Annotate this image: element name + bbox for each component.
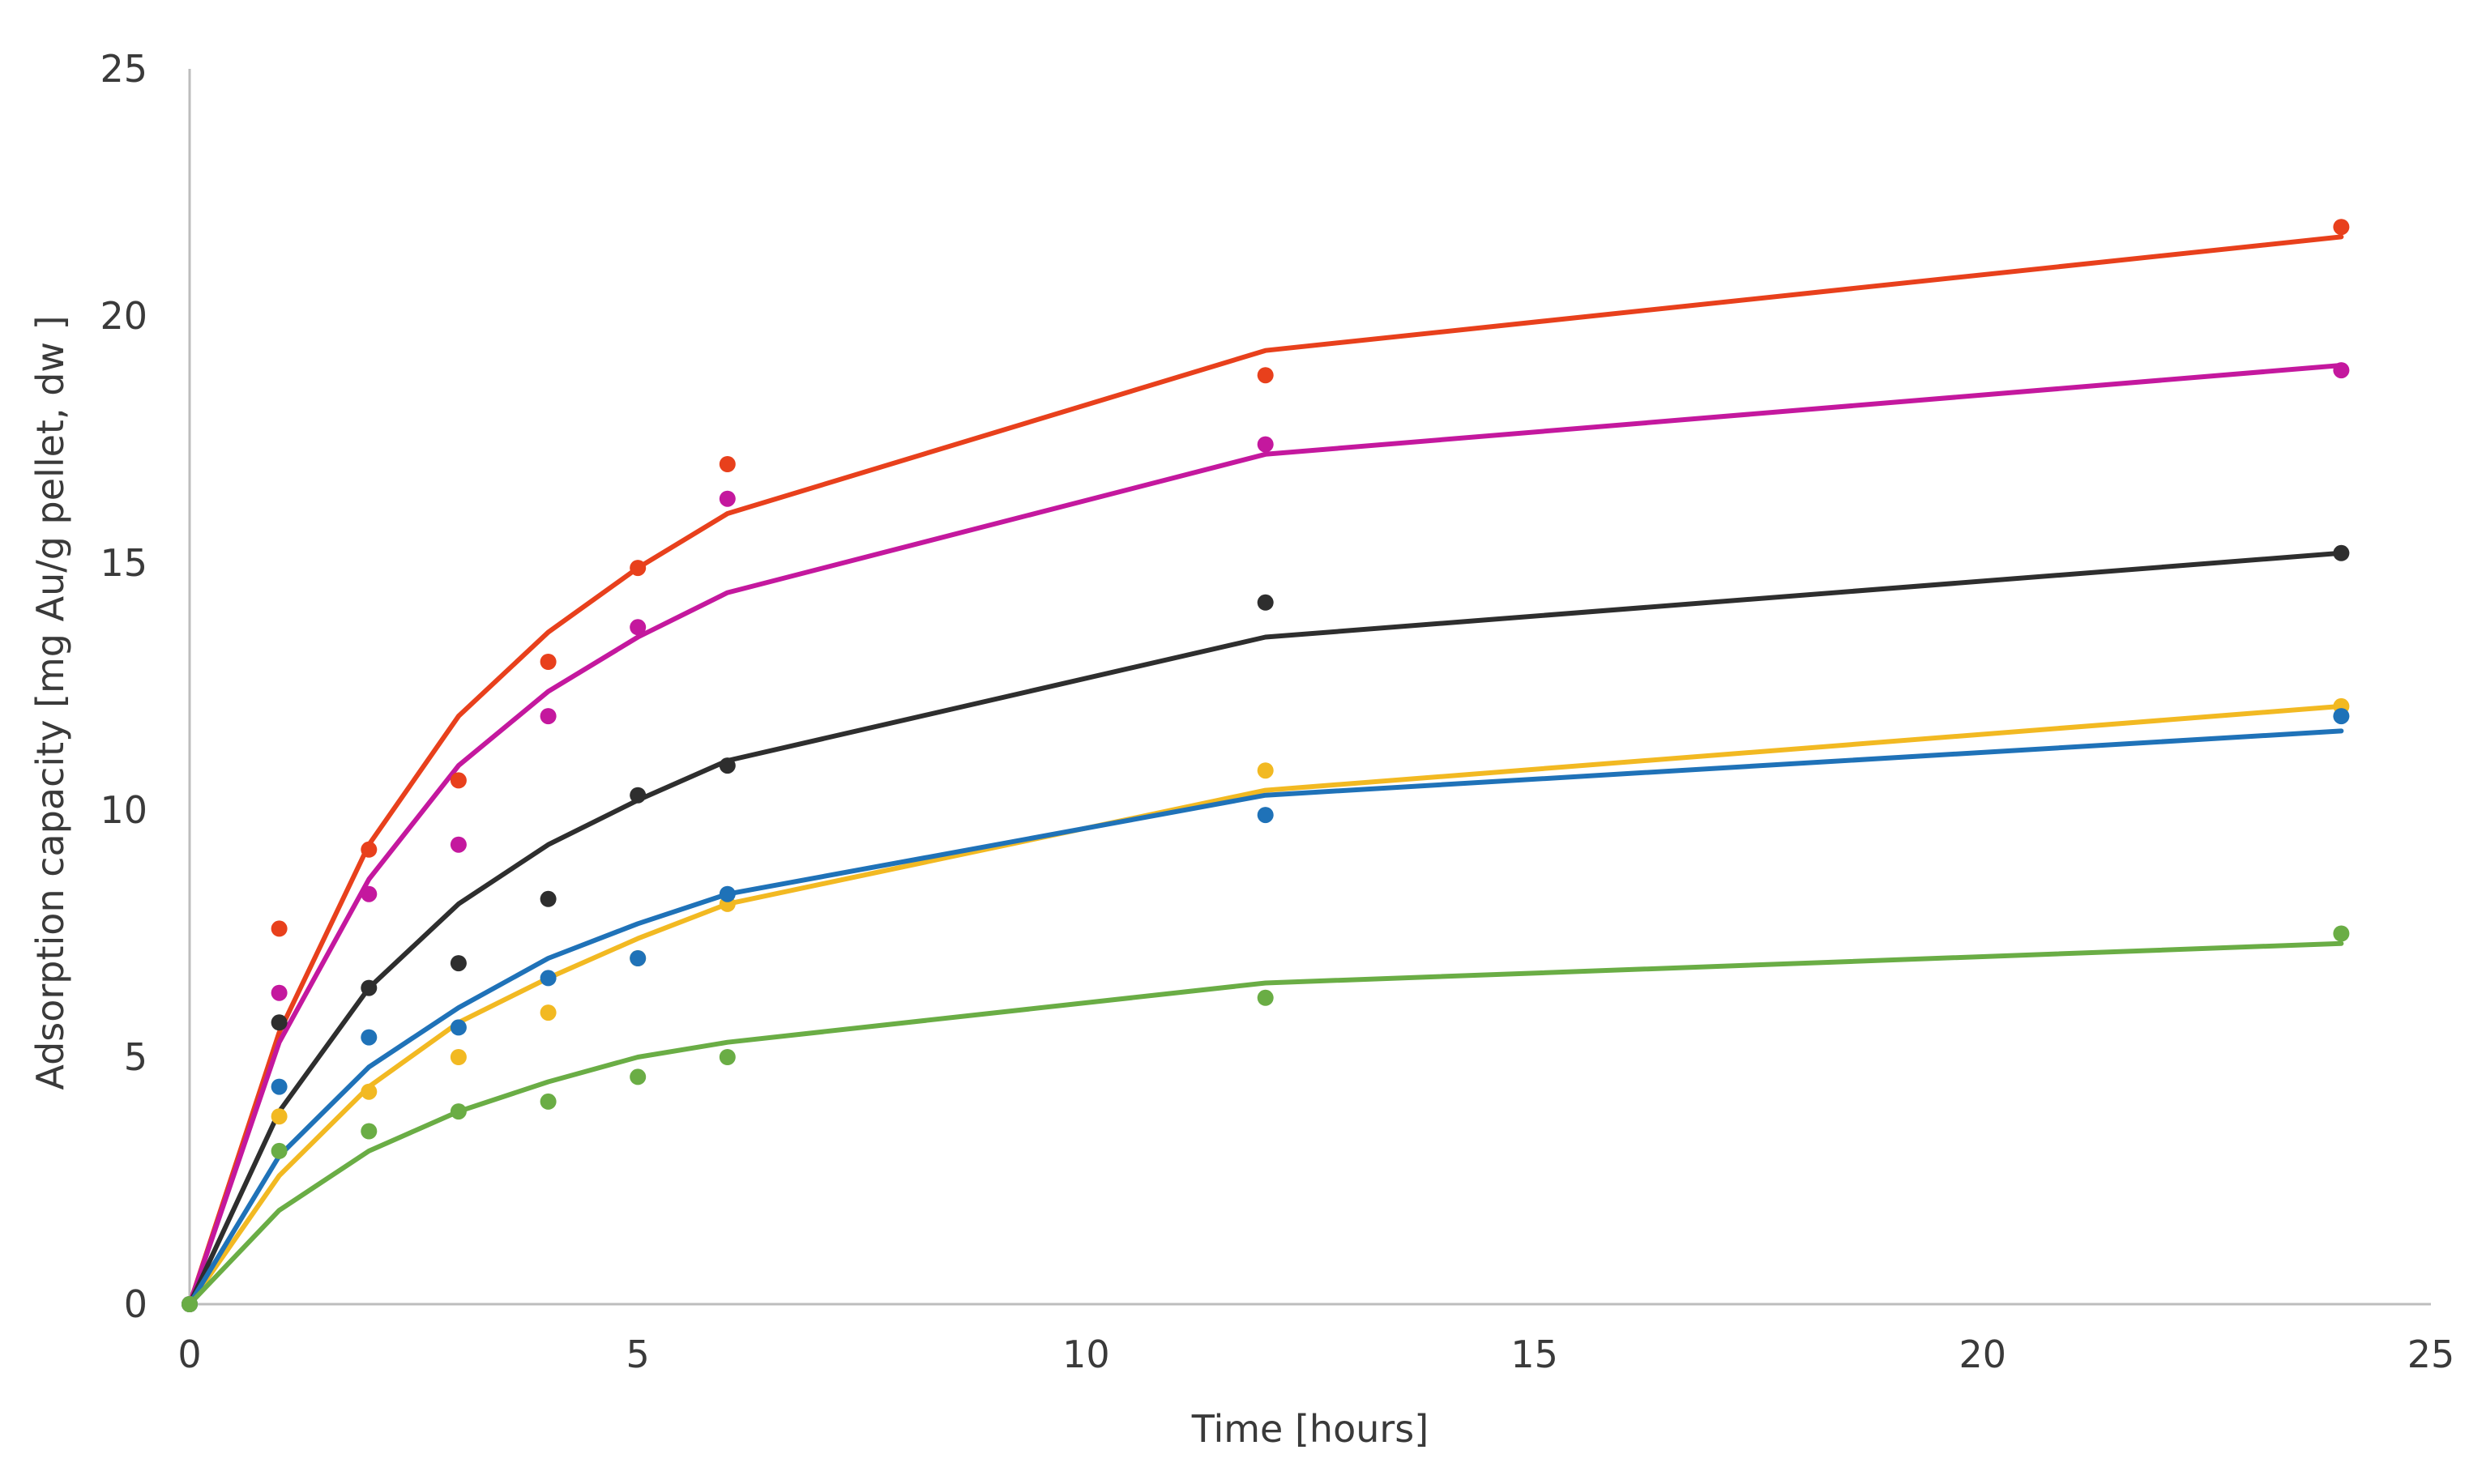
x-tick-label: 20 xyxy=(1959,1333,2007,1376)
series-1-point xyxy=(2333,219,2350,236)
series-2-point xyxy=(450,836,467,853)
series-fit-line-5 xyxy=(187,728,2344,1307)
series-3-point xyxy=(450,955,467,972)
series-5-point xyxy=(1257,807,1274,824)
y-tick-labels: 0 5 10 15 20 25 xyxy=(100,47,147,1326)
axes xyxy=(188,69,2431,1306)
x-tick-label: 25 xyxy=(2407,1333,2455,1376)
series-2-point xyxy=(719,490,736,507)
data-points xyxy=(182,219,2350,1312)
series-6-point xyxy=(2333,925,2350,942)
series-2-point xyxy=(2333,362,2350,379)
series-4-point xyxy=(1257,762,1274,779)
x-tick-labels: 0 5 10 15 20 25 xyxy=(177,1333,2454,1376)
y-tick-label: 5 xyxy=(124,1035,147,1079)
series-5-point xyxy=(540,970,557,987)
y-tick-label: 25 xyxy=(100,47,147,91)
y-tick-label: 20 xyxy=(100,294,147,338)
series-3-point xyxy=(630,787,647,804)
series-2-point xyxy=(1257,436,1274,453)
series-6-point xyxy=(719,1049,736,1065)
series-6-point xyxy=(450,1103,467,1120)
series-fit-line-2 xyxy=(187,363,2344,1307)
x-tick-label: 5 xyxy=(626,1333,650,1376)
series-3-point xyxy=(2333,544,2350,561)
x-axis-title: Time [hours] xyxy=(1191,1407,1429,1451)
series-3-point xyxy=(719,757,736,774)
series-4-point xyxy=(271,1108,288,1125)
series-1-point xyxy=(630,560,647,577)
series-fit-line-6 xyxy=(187,940,2344,1307)
series-6-point xyxy=(361,1123,378,1140)
series-2-point xyxy=(630,619,647,636)
series-5-point xyxy=(719,885,736,902)
series-2-point xyxy=(540,708,557,725)
series-2-point xyxy=(361,885,378,902)
y-tick-label: 10 xyxy=(100,788,147,832)
series-6-point xyxy=(1257,989,1274,1006)
series-3-point xyxy=(540,890,557,907)
series-6-point xyxy=(630,1068,647,1085)
series-2-point xyxy=(271,984,288,1001)
series-5-point xyxy=(361,1029,378,1046)
series-1-point xyxy=(361,841,378,858)
x-tick-label: 10 xyxy=(1062,1333,1110,1376)
series-5-point xyxy=(271,1078,288,1095)
series-5-point xyxy=(450,1019,467,1036)
series-6-point xyxy=(271,1142,288,1159)
series-6-point xyxy=(540,1093,557,1110)
series-5-point xyxy=(2333,708,2350,725)
series-3-point xyxy=(1257,594,1274,611)
series-6-point xyxy=(182,1296,198,1312)
series-1-point xyxy=(450,772,467,789)
series-1-point xyxy=(719,456,736,472)
y-tick-label: 15 xyxy=(100,541,147,585)
series-4-point xyxy=(450,1049,467,1065)
y-tick-label: 0 xyxy=(124,1282,147,1326)
series-5-point xyxy=(630,950,647,966)
series-4-point xyxy=(540,1004,557,1021)
series-4-point xyxy=(361,1083,378,1100)
series-1-point xyxy=(1257,367,1274,384)
series-fit-line-1 xyxy=(187,234,2344,1307)
series-3-point xyxy=(361,979,378,996)
y-axis-title: Adsorption capacity [mg Au/g pellet, dw … xyxy=(28,315,72,1090)
x-tick-label: 0 xyxy=(177,1333,201,1376)
x-tick-label: 15 xyxy=(1510,1333,1558,1376)
series-fit-line-3 xyxy=(187,550,2344,1307)
series-1-point xyxy=(540,654,557,670)
series-3-point xyxy=(271,1014,288,1031)
series-1-point xyxy=(271,920,288,937)
